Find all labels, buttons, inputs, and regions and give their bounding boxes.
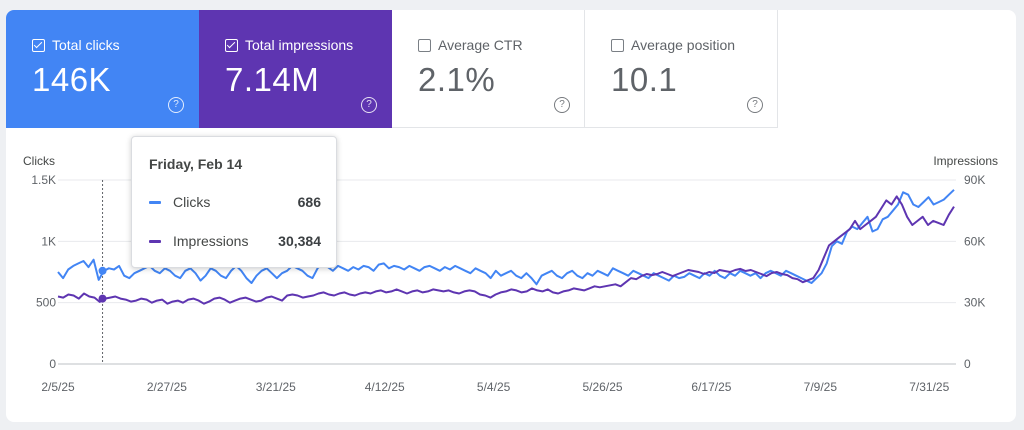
x-tick-label: 5/26/25 bbox=[583, 380, 623, 394]
metric-tiles: Total clicks 146K ? Total impressions 7.… bbox=[6, 10, 778, 128]
metric-tile-average-ctr[interactable]: Average CTR 2.1% ? bbox=[392, 10, 585, 128]
performance-card: Total clicks 146K ? Total impressions 7.… bbox=[6, 10, 1016, 422]
metric-tile-total-impressions[interactable]: Total impressions 7.14M ? bbox=[199, 10, 392, 128]
left-tick-label: 1K bbox=[41, 234, 56, 248]
x-tick-label: 5/4/25 bbox=[477, 380, 511, 394]
metric-value: 7.14M bbox=[225, 61, 320, 98]
left-axis-title: Clicks bbox=[23, 154, 55, 168]
tooltip-row-clicks: Clicks 686 bbox=[149, 193, 321, 211]
help-icon[interactable]: ? bbox=[747, 97, 763, 113]
metric-label: Average position bbox=[631, 37, 736, 53]
x-tick-label: 2/5/25 bbox=[41, 380, 75, 394]
metric-value: 10.1 bbox=[611, 61, 678, 98]
right-tick-label: 0 bbox=[964, 357, 971, 371]
checkbox-icon[interactable] bbox=[611, 38, 624, 52]
tooltip-label: Clicks bbox=[173, 194, 211, 210]
metric-value: 146K bbox=[32, 61, 112, 98]
x-tick-label: 3/21/25 bbox=[256, 380, 296, 394]
series-swatch bbox=[149, 239, 161, 243]
metric-value: 2.1% bbox=[418, 61, 496, 98]
right-tick-label: 60K bbox=[964, 234, 985, 248]
x-tick-label: 6/17/25 bbox=[691, 380, 731, 394]
checkbox-icon[interactable] bbox=[32, 38, 45, 52]
right-tick-label: 30K bbox=[964, 296, 985, 310]
right-tick-label: 90K bbox=[964, 173, 985, 187]
x-tick-label: 2/27/25 bbox=[147, 380, 187, 394]
series-line-impressions bbox=[57, 195, 955, 305]
series-line-clicks bbox=[57, 189, 955, 286]
metric-label: Total clicks bbox=[52, 37, 120, 53]
tooltip-label: Impressions bbox=[173, 233, 249, 249]
x-tick-label: 4/12/25 bbox=[365, 380, 405, 394]
left-tick-label: 500 bbox=[36, 296, 56, 310]
x-tick-label: 7/31/25 bbox=[909, 380, 949, 394]
tooltip-value: 686 bbox=[297, 194, 321, 210]
help-icon[interactable]: ? bbox=[554, 97, 570, 113]
chart-tooltip: Friday, Feb 14 Clicks 686 Impressions 30… bbox=[131, 136, 337, 268]
x-tick-label: 7/9/25 bbox=[804, 380, 838, 394]
hover-point-clicks bbox=[98, 266, 107, 275]
right-axis-title: Impressions bbox=[933, 154, 998, 168]
left-tick-label: 1.5K bbox=[31, 173, 56, 187]
help-icon[interactable]: ? bbox=[168, 97, 184, 113]
hover-point-impressions bbox=[98, 294, 107, 303]
metric-tile-average-position[interactable]: Average position 10.1 ? bbox=[585, 10, 778, 128]
checkbox-icon[interactable] bbox=[418, 38, 431, 52]
metric-label: Total impressions bbox=[245, 37, 354, 53]
metric-label: Average CTR bbox=[438, 37, 523, 53]
left-tick-label: 0 bbox=[49, 357, 56, 371]
help-icon[interactable]: ? bbox=[361, 97, 377, 113]
tooltip-date: Friday, Feb 14 bbox=[149, 156, 243, 172]
series-swatch bbox=[149, 200, 161, 204]
tooltip-value: 30,384 bbox=[278, 233, 321, 249]
tooltip-row-impressions: Impressions 30,384 bbox=[149, 232, 321, 250]
checkbox-icon[interactable] bbox=[225, 38, 238, 52]
metric-tile-total-clicks[interactable]: Total clicks 146K ? bbox=[6, 10, 199, 128]
